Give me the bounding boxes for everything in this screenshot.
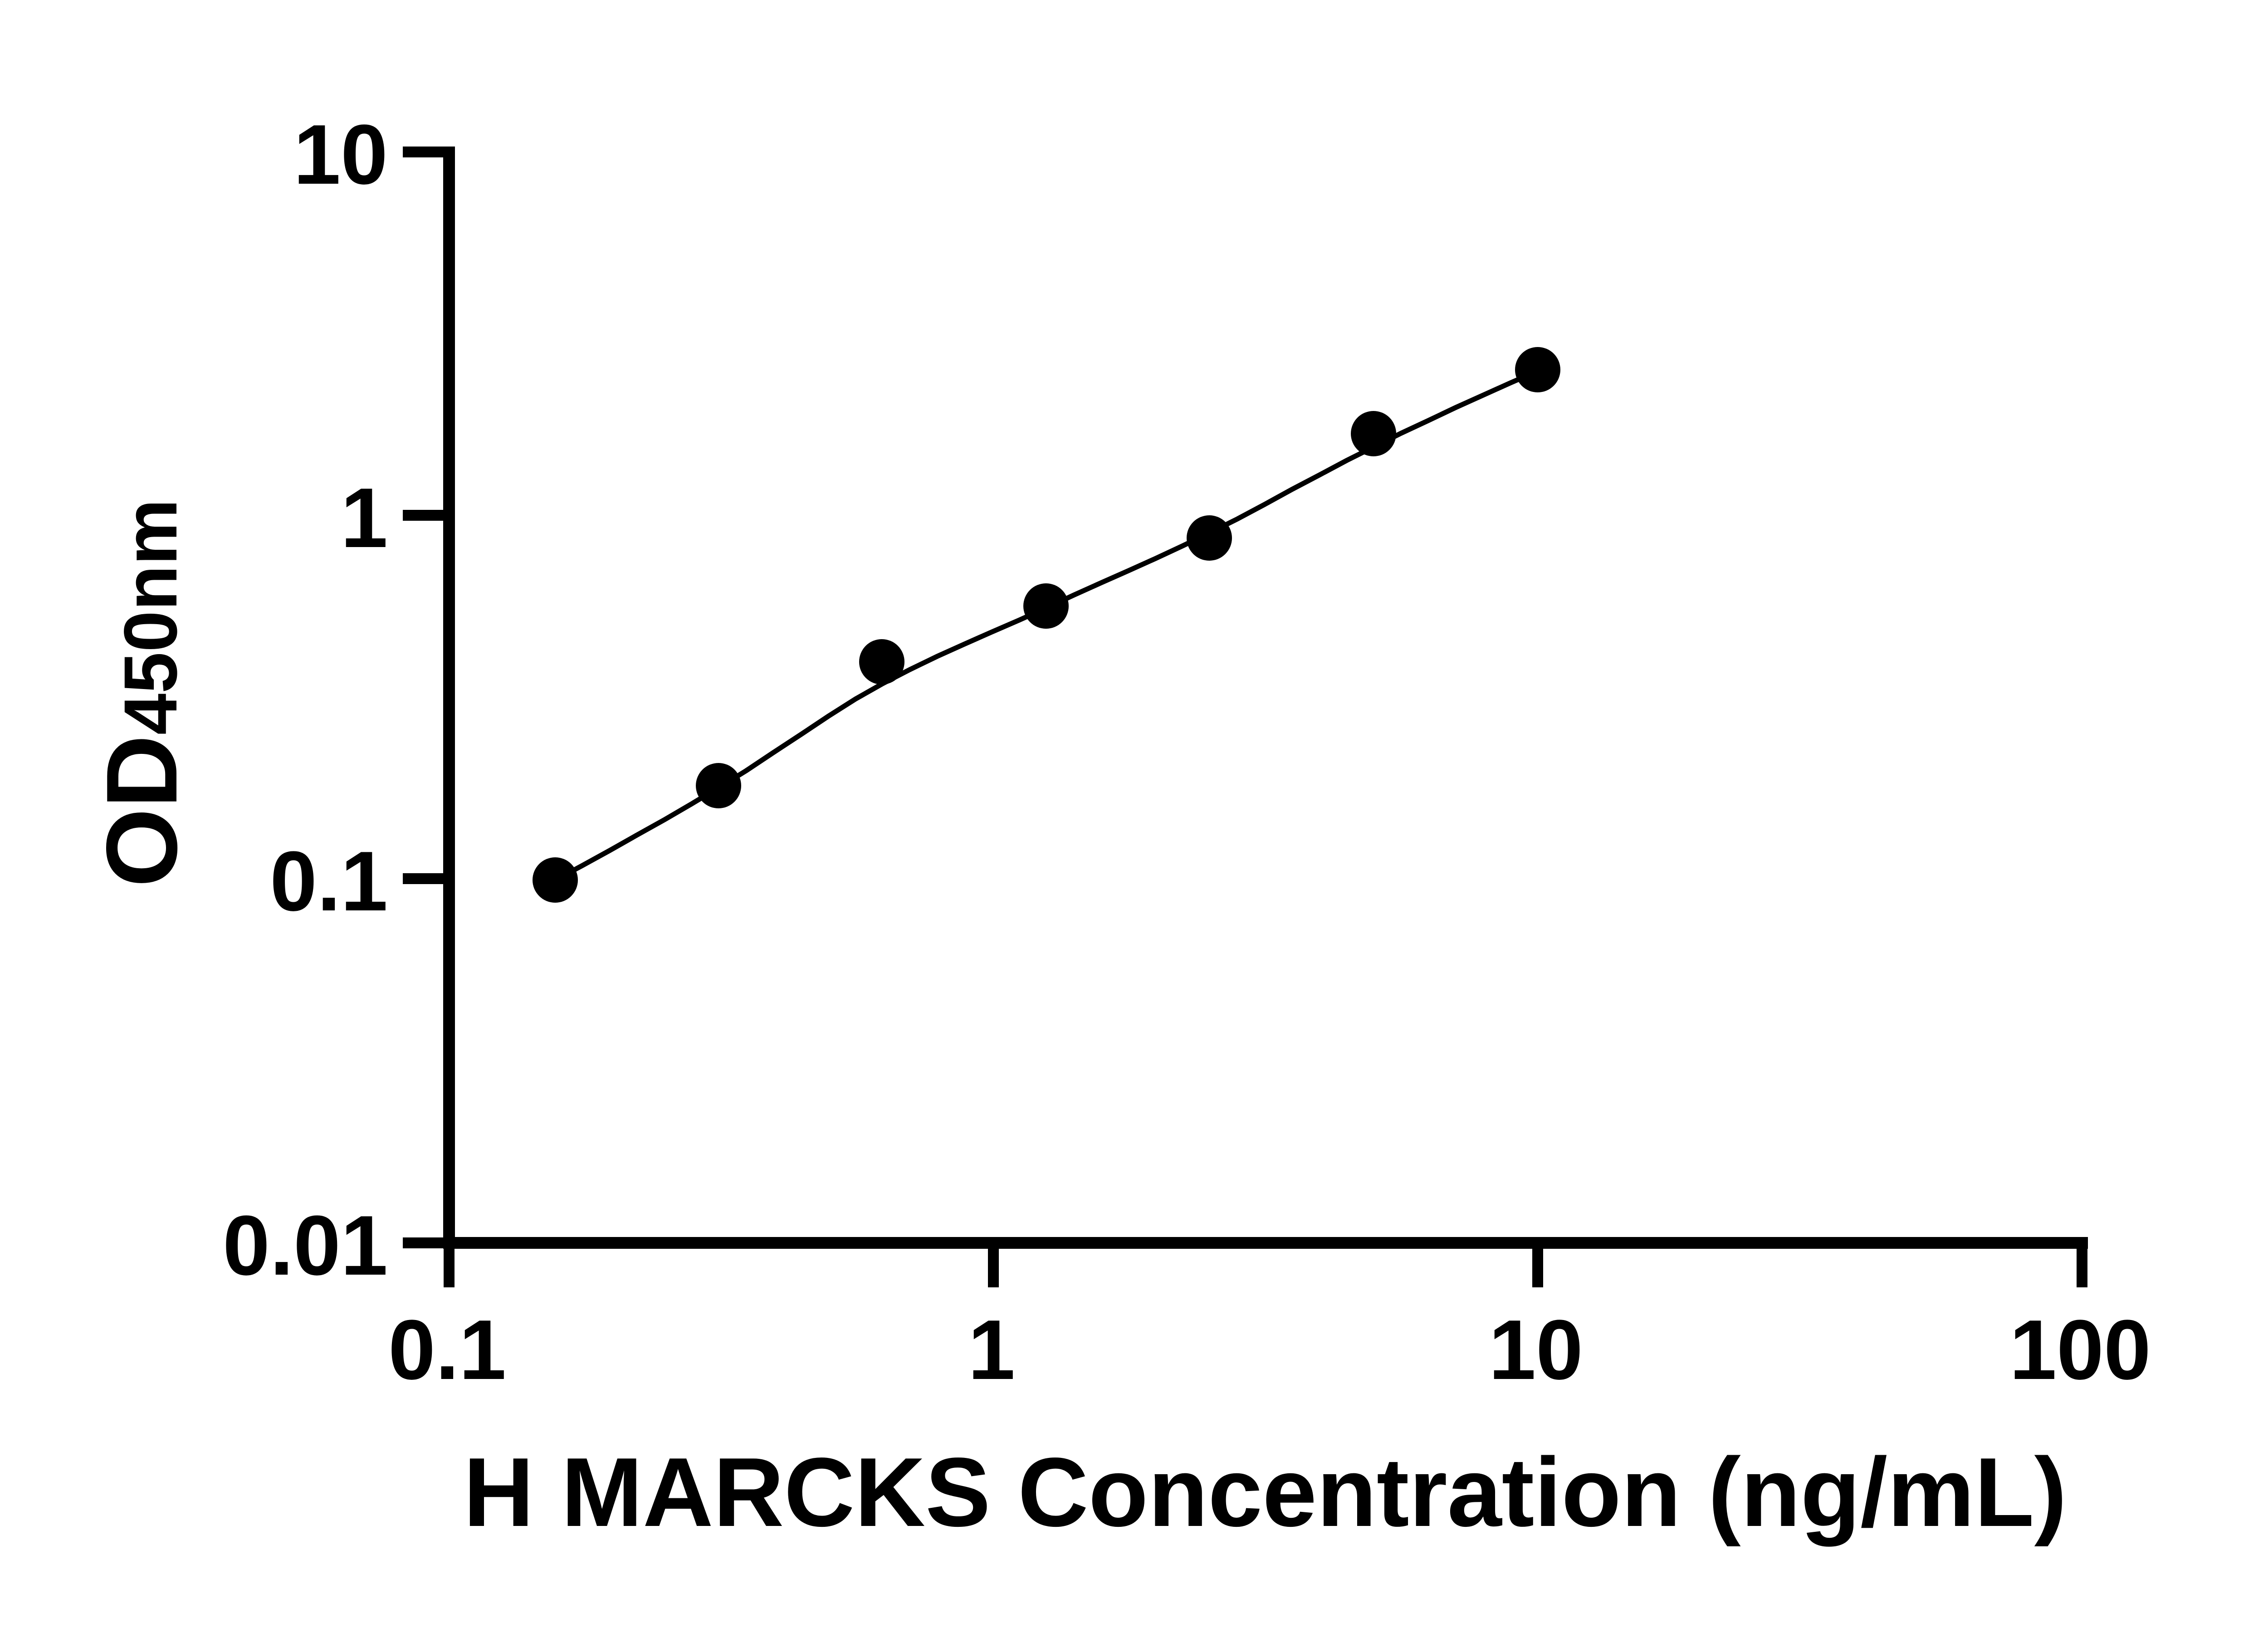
svg-text:100: 100 xyxy=(2009,1302,2151,1397)
svg-text:0.1: 0.1 xyxy=(388,1302,506,1397)
svg-text:0.1: 0.1 xyxy=(270,834,388,929)
svg-text:0.01: 0.01 xyxy=(223,1198,388,1293)
svg-text:10: 10 xyxy=(1489,1302,1583,1397)
svg-text:1: 1 xyxy=(968,1302,1015,1397)
svg-text:1: 1 xyxy=(341,470,388,565)
svg-text:OD450nm: OD450nm xyxy=(86,499,198,887)
svg-text:H MARCKS Concentration (ng/mL): H MARCKS Concentration (ng/mL) xyxy=(464,1437,2067,1547)
svg-text:10: 10 xyxy=(293,107,388,202)
